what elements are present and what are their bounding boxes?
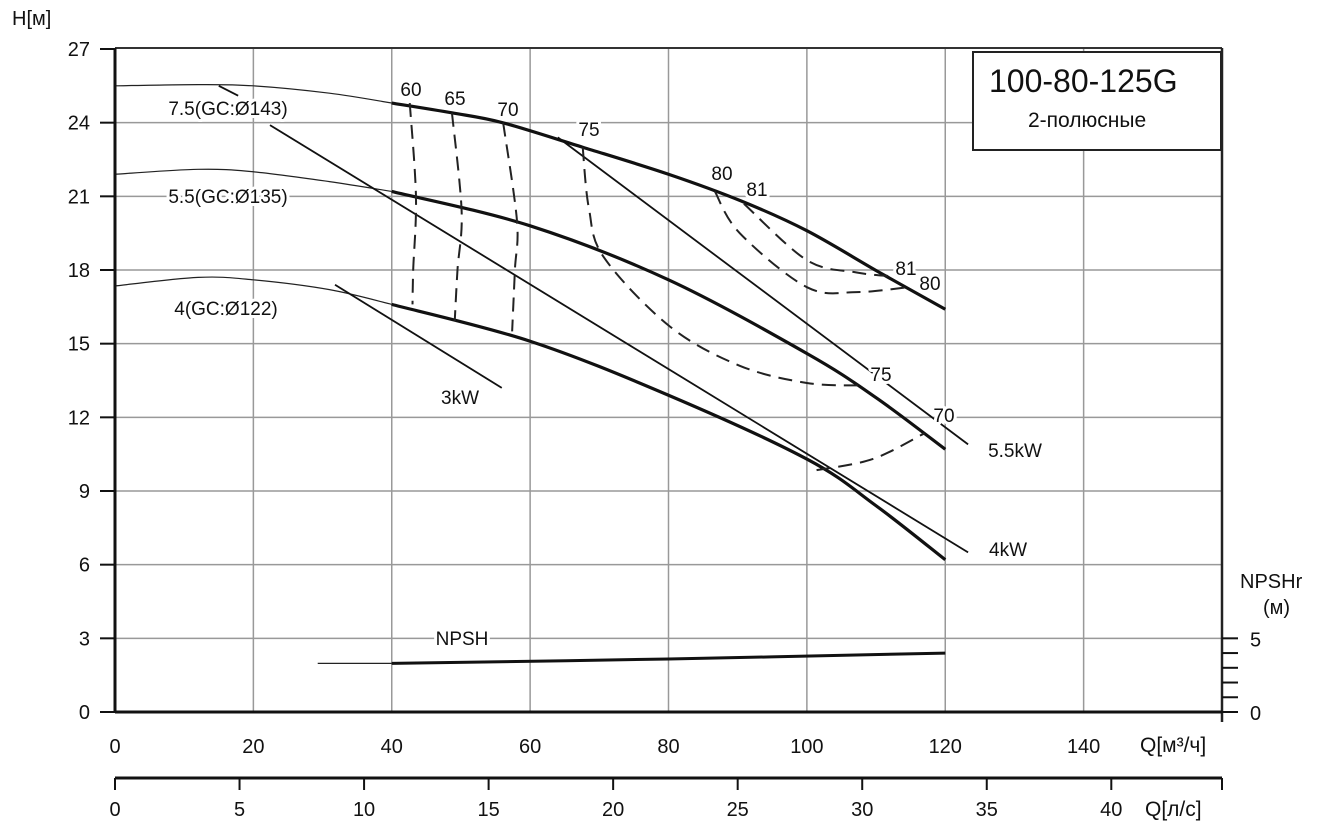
efficiency-label: 80 (711, 164, 732, 185)
y-tick-label: 3 (79, 628, 90, 650)
efficiency-curve (816, 432, 925, 472)
power-line (218, 85, 239, 97)
efficiency-curve (713, 190, 908, 295)
power-line-label: 5.5kW (988, 441, 1042, 462)
power-line (334, 283, 503, 389)
chart-title: 100-80-125G (989, 63, 1178, 99)
y-axis-label: H[м] (12, 8, 51, 30)
y2-axis-label: NPSHr (1240, 571, 1303, 593)
x-tick-label: 60 (519, 736, 541, 758)
npsh-label: NPSH (436, 629, 489, 650)
labels: 7.5(GC:Ø143) 5.5(GC:Ø135) 4(GC:Ø122) 5.5kW 4… (165, 77, 1045, 653)
y-tick-label: 18 (68, 260, 90, 282)
y-tick-label: 21 (68, 186, 90, 208)
y-tick-label: 12 (68, 407, 90, 429)
head-curve (391, 302, 947, 562)
efficiency-curve (502, 122, 519, 332)
head-curve-thin (114, 168, 392, 193)
x2-tick-label: 10 (353, 799, 375, 821)
x-tick-label: 140 (1067, 736, 1100, 758)
y2-axis-unit: (м) (1263, 597, 1290, 619)
head-curve (391, 189, 947, 451)
efficiency-curve (408, 102, 418, 305)
x2-tick-label: 40 (1100, 799, 1122, 821)
head-curve-thin (114, 83, 392, 104)
efficiency-end-label: 75 (870, 365, 891, 386)
efficiency-end-label: 81 (895, 259, 916, 280)
y-tick-label: 0 (79, 702, 90, 724)
x2-tick-label: 35 (976, 799, 998, 821)
y-tick-label: 9 (79, 481, 90, 503)
head-curve-label: 4(GC:Ø122) (174, 299, 277, 320)
power-line-label: 3kW (441, 388, 479, 409)
x-tick-label: 120 (929, 736, 962, 758)
x-tick-label: 0 (109, 736, 120, 758)
npsh-curve (391, 651, 946, 665)
head-curve-label: 5.5(GC:Ø135) (168, 187, 287, 208)
y2-tick-label: 0 (1250, 703, 1261, 725)
head-curve (391, 101, 947, 311)
x2-axis-label: Q[л/с] (1145, 798, 1202, 821)
efficiency-end-label: 70 (933, 406, 954, 427)
head-curve-label: 7.5(GC:Ø143) (168, 99, 287, 120)
axes: 0 3 6 9 12 15 18 21 24 27 0 20 40 60 80 100 120 140 0 5 10 15… (68, 39, 1261, 821)
efficiency-label: 75 (578, 120, 599, 141)
power-line-label: 4kW (989, 540, 1027, 561)
x2-tick-label: 25 (727, 799, 749, 821)
x-tick-label: 80 (657, 736, 679, 758)
y-tick-label: 15 (68, 334, 90, 356)
x2-tick-label: 5 (234, 799, 245, 821)
x-tick-label: 40 (381, 736, 403, 758)
power-line (269, 124, 969, 554)
x-tick-label: 100 (790, 736, 823, 758)
efficiency-curve (581, 147, 861, 387)
efficiency-curve (743, 202, 891, 278)
x2-tick-label: 30 (851, 799, 873, 821)
x-axis-label: Q[м³/ч] (1140, 734, 1206, 757)
efficiency-label: 81 (746, 180, 767, 201)
power-line (557, 136, 969, 446)
efficiency-label: 70 (497, 100, 518, 121)
efficiency-label: 65 (444, 89, 465, 110)
curves (114, 83, 969, 665)
x-tick-label: 20 (242, 736, 264, 758)
x2-tick-label: 0 (109, 799, 120, 821)
grid (115, 48, 1222, 712)
y-tick-label: 27 (68, 39, 90, 61)
x2-tick-label: 20 (602, 799, 624, 821)
efficiency-curve (450, 112, 463, 322)
efficiency-end-label: 80 (919, 274, 940, 295)
y-tick-label: 24 (68, 113, 90, 135)
chart-subtitle: 2-полюсные (1028, 109, 1146, 132)
efficiency-label: 60 (400, 80, 421, 101)
x2-tick-label: 15 (477, 799, 499, 821)
y2-tick-label: 5 (1250, 629, 1261, 651)
y-tick-label: 6 (79, 555, 90, 577)
title-box: 100-80-125G 2-полюсные (972, 51, 1222, 151)
